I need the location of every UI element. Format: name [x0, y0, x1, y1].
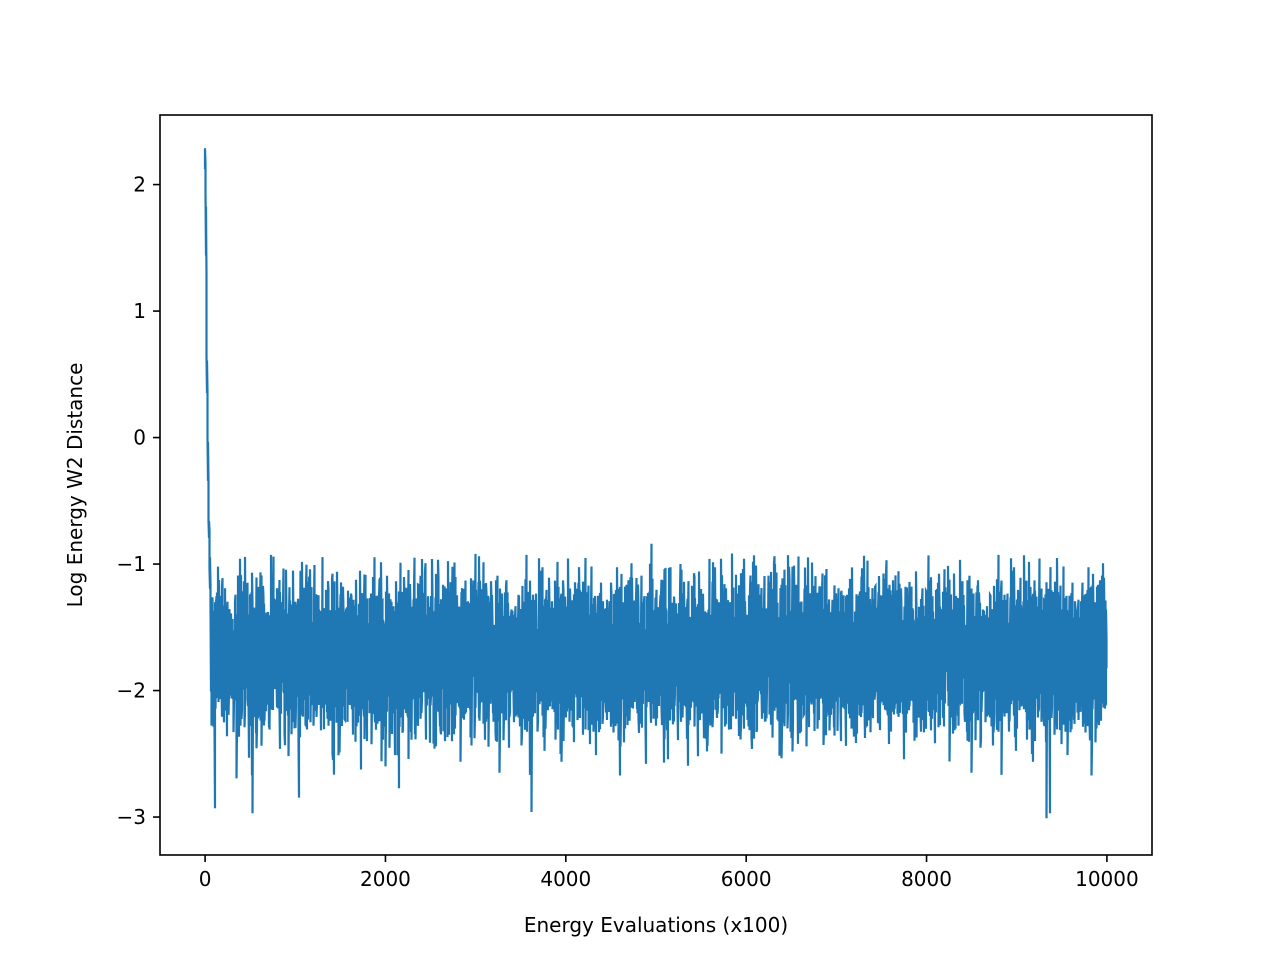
y-axis-label: Log Energy W2 Distance: [63, 363, 87, 608]
x-tick-label: 0: [199, 867, 212, 891]
x-axis: 0 2000 4000 6000 8000 10000: [199, 855, 1139, 891]
axes-frame: [159, 114, 1153, 856]
x-tick-label: 4000: [540, 867, 591, 891]
x-tick-label: 8000: [901, 867, 952, 891]
x-axis-label: Energy Evaluations (x100): [524, 913, 788, 937]
y-tick-label: 1: [133, 299, 146, 323]
plot-area: [203, 148, 1108, 819]
y-tick-label: −3: [117, 805, 146, 829]
x-tick-label: 6000: [721, 867, 772, 891]
x-tick-label: 10000: [1075, 867, 1139, 891]
series-line: [203, 148, 1108, 819]
y-tick-label: −2: [117, 679, 146, 703]
y-tick-label: −1: [117, 552, 146, 576]
x-tick-label: 2000: [360, 867, 411, 891]
y-axis: −3 −2 −1 0 1 2: [117, 173, 160, 829]
y-tick-label: 2: [133, 173, 146, 197]
y-tick-label: 0: [133, 426, 146, 450]
